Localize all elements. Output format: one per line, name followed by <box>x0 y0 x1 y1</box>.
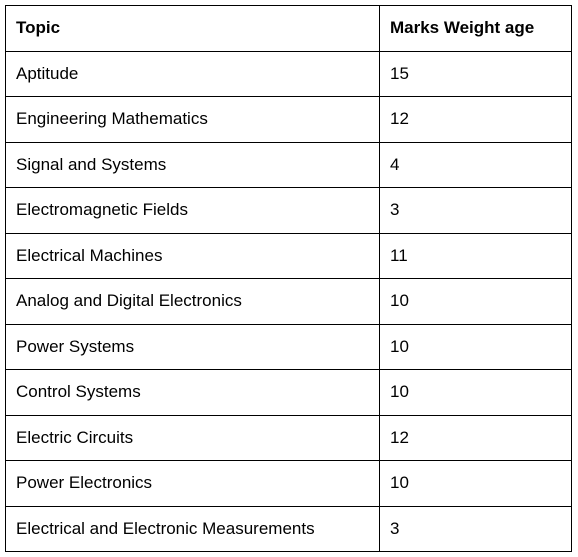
table-row: Electrical Machines 11 <box>5 232 572 279</box>
marks-cell: 15 <box>379 50 572 97</box>
marks-cell: 3 <box>379 505 572 552</box>
marks-cell: 12 <box>379 96 572 143</box>
table-row: Electric Circuits 12 <box>5 414 572 461</box>
topic-cell: Power Electronics <box>5 460 380 507</box>
marks-cell: 11 <box>379 232 572 279</box>
topic-cell: Electromagnetic Fields <box>5 187 380 234</box>
marks-cell: 12 <box>379 414 572 461</box>
topic-cell: Engineering Mathematics <box>5 96 380 143</box>
topic-cell: Signal and Systems <box>5 141 380 188</box>
table-row: Analog and Digital Electronics 10 <box>5 278 572 325</box>
marks-weightage-table: Topic Marks Weight age Aptitude 15 Engin… <box>5 5 572 552</box>
topic-cell: Control Systems <box>5 369 380 416</box>
marks-cell: 3 <box>379 187 572 234</box>
marks-cell: 10 <box>379 460 572 507</box>
marks-cell: 10 <box>379 278 572 325</box>
marks-table-container: Topic Marks Weight age Aptitude 15 Engin… <box>5 5 572 552</box>
table-row: Aptitude 15 <box>5 50 572 97</box>
topic-cell: Power Systems <box>5 323 380 370</box>
header-topic: Topic <box>5 5 380 52</box>
table-row: Control Systems 10 <box>5 369 572 416</box>
topic-cell: Aptitude <box>5 50 380 97</box>
marks-cell: 10 <box>379 369 572 416</box>
table-row: Signal and Systems 4 <box>5 141 572 188</box>
topic-cell: Electric Circuits <box>5 414 380 461</box>
table-row: Power Systems 10 <box>5 323 572 370</box>
topic-cell: Electrical and Electronic Measurements <box>5 505 380 552</box>
header-marks-weightage: Marks Weight age <box>379 5 572 52</box>
marks-cell: 10 <box>379 323 572 370</box>
table-row: Engineering Mathematics 12 <box>5 96 572 143</box>
marks-cell: 4 <box>379 141 572 188</box>
table-row: Electrical and Electronic Measurements 3 <box>5 505 572 552</box>
topic-cell: Electrical Machines <box>5 232 380 279</box>
topic-cell: Analog and Digital Electronics <box>5 278 380 325</box>
table-header-row: Topic Marks Weight age <box>5 5 572 52</box>
table-row: Electromagnetic Fields 3 <box>5 187 572 234</box>
table-row: Power Electronics 10 <box>5 460 572 507</box>
